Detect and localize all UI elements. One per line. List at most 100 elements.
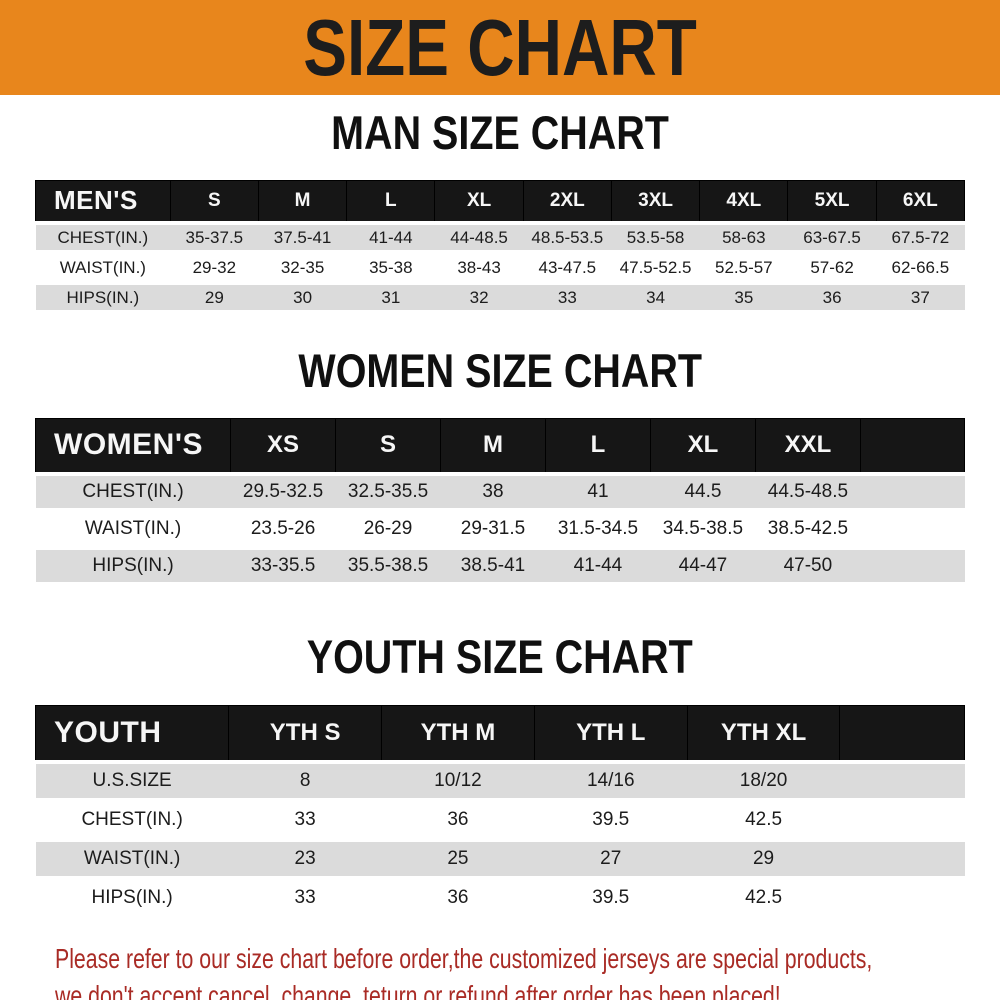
row-label: U.S.SIZE (35, 759, 229, 803)
column-header: L (346, 180, 436, 223)
size-cell: 36 (381, 878, 535, 920)
youth-group-label: YOUTH (34, 705, 230, 762)
size-cell: 38.5-41 (440, 547, 546, 587)
size-cell: 34 (611, 282, 700, 315)
notice-line-1: Please refer to our size chart before or… (55, 942, 873, 974)
size-cell: 33 (523, 282, 612, 315)
size-cell: 41 (545, 472, 651, 513)
size-cell: 32 (434, 282, 524, 315)
youth-waist-row: WAIST(IN.) 23 25 27 29 (35, 839, 965, 881)
men-waist-row: WAIST(IN.) 29-32 32-35 35-38 38-43 43-47… (35, 252, 965, 285)
column-header: 3XL (610, 180, 701, 223)
row-label: HIPS(IN.) (35, 282, 171, 315)
column-header: YTH XL (686, 705, 841, 762)
column-header: XL (649, 417, 756, 475)
size-cell: 53.5-58 (611, 220, 700, 255)
size-cell: 30 (258, 282, 347, 315)
size-cell: 42.5 (687, 878, 840, 920)
size-cell: 57-62 (787, 252, 877, 285)
size-cell: 27 (534, 839, 688, 881)
women-chest-row: CHEST(IN.) 29.5-32.5 32.5-35.5 38 41 44.… (35, 472, 965, 513)
size-cell: 32.5-35.5 (335, 472, 441, 513)
size-cell: 38 (440, 472, 546, 513)
women-hips-row: HIPS(IN.) 33-35.5 35.5-38.5 38.5-41 41-4… (35, 547, 965, 587)
youth-table-header-row: YOUTH YTH S YTH M YTH L YTH XL (34, 705, 965, 762)
column-header: 4XL (699, 180, 789, 223)
spacer-cell (860, 547, 965, 587)
row-label: WAIST(IN.) (35, 839, 229, 881)
size-cell: 44.5-48.5 (755, 472, 861, 513)
size-cell: 44-47 (650, 547, 756, 587)
banner: SIZE CHART (0, 0, 1000, 95)
size-cell: 52.5-57 (699, 252, 788, 285)
size-cell: 63-67.5 (787, 220, 877, 255)
column-header: XS (230, 417, 337, 475)
man-section-heading-text: MAN SIZE CHART (331, 106, 669, 159)
size-cell: 67.5-72 (876, 220, 965, 255)
column-header: M (440, 417, 546, 475)
size-cell: 18/20 (687, 759, 840, 803)
size-cell: 8 (228, 759, 382, 803)
size-cell: 48.5-53.5 (523, 220, 612, 255)
size-cell: 32-35 (258, 252, 347, 285)
men-table-header-row: MEN'S S M L XL 2XL 3XL 4XL 5XL 6XL (35, 180, 966, 223)
women-size-table: WOMEN'S XS S M L XL XXL CHEST(IN.) 29.5-… (34, 417, 966, 587)
size-cell: 29.5-32.5 (230, 472, 336, 513)
size-cell: 29-31.5 (440, 510, 546, 550)
order-notice: Please refer to our size chart before or… (0, 940, 1000, 1000)
spacer-cell (839, 800, 965, 842)
size-cell: 38.5-42.5 (755, 510, 861, 550)
size-cell: 10/12 (381, 759, 535, 803)
column-header: 2XL (522, 180, 612, 223)
column-header: XL (434, 180, 524, 223)
column-header: XXL (754, 417, 861, 475)
spacer-cell (839, 878, 965, 920)
spacer-cell (860, 510, 965, 550)
size-cell: 62-66.5 (876, 252, 965, 285)
row-label: CHEST(IN.) (35, 472, 231, 513)
size-cell: 37.5-41 (258, 220, 347, 255)
spacer-cell (839, 705, 965, 762)
notice-line-2: we don't accept cancel, change, teturn o… (55, 979, 781, 1000)
column-header: YTH L (533, 705, 688, 762)
size-cell: 34.5-38.5 (650, 510, 756, 550)
row-label: CHEST(IN.) (35, 220, 171, 255)
size-cell: 31.5-34.5 (545, 510, 651, 550)
spacer-cell (860, 472, 965, 513)
size-cell: 29 (687, 839, 840, 881)
size-cell: 36 (787, 282, 877, 315)
size-cell: 41-44 (545, 547, 651, 587)
size-cell: 44-48.5 (434, 220, 524, 255)
size-cell: 35-38 (346, 252, 435, 285)
size-cell: 26-29 (335, 510, 441, 550)
size-cell: 47.5-52.5 (611, 252, 700, 285)
women-group-label: WOMEN'S (34, 417, 232, 475)
size-cell: 35-37.5 (170, 220, 259, 255)
women-section-heading-text: WOMEN SIZE CHART (298, 343, 702, 397)
youth-size-table: YOUTH YTH S YTH M YTH L YTH XL U.S.SIZE … (34, 705, 965, 920)
row-label: HIPS(IN.) (35, 547, 231, 587)
man-section-heading: MAN SIZE CHART (0, 109, 1000, 166)
size-cell: 23.5-26 (230, 510, 336, 550)
column-header: YTH M (381, 705, 535, 762)
size-cell: 37 (876, 282, 965, 315)
men-hips-row: HIPS(IN.) 29 30 31 32 33 34 35 36 37 (35, 282, 965, 315)
youth-section-heading: YOUTH SIZE CHART (0, 633, 1000, 690)
spacer-cell (859, 417, 966, 475)
column-header: S (169, 180, 259, 223)
size-cell: 14/16 (534, 759, 688, 803)
spacer-cell (839, 759, 965, 803)
men-chest-row: CHEST(IN.) 35-37.5 37.5-41 41-44 44-48.5… (35, 220, 965, 255)
column-header: YTH S (228, 705, 383, 762)
women-table-header-row: WOMEN'S XS S M L XL XXL (34, 417, 966, 475)
size-cell: 42.5 (687, 800, 840, 842)
youth-section-heading-text: YOUTH SIZE CHART (306, 630, 694, 683)
size-cell: 44.5 (650, 472, 756, 513)
row-label: CHEST(IN.) (35, 800, 229, 842)
size-cell: 23 (228, 839, 382, 881)
row-label: HIPS(IN.) (35, 878, 229, 920)
women-waist-row: WAIST(IN.) 23.5-26 26-29 29-31.5 31.5-34… (35, 510, 965, 550)
size-cell: 41-44 (346, 220, 435, 255)
spacer-cell (839, 839, 965, 881)
